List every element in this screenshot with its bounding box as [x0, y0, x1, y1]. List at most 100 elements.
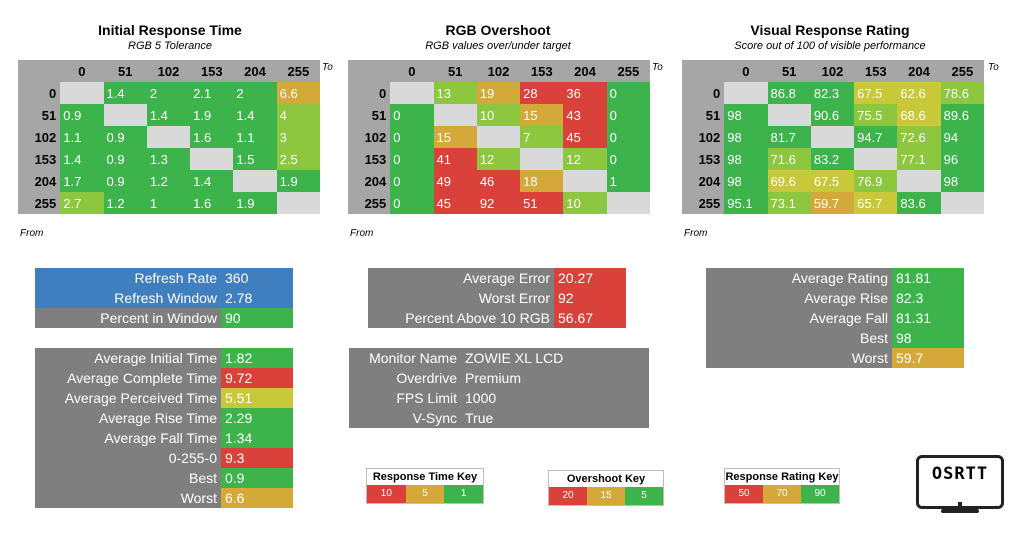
- grid-cell: 2.5: [276, 148, 320, 170]
- grid-cell: 46: [476, 170, 521, 192]
- grid-cell: 1.6: [190, 126, 234, 148]
- grid-cell: 2.1: [190, 82, 234, 104]
- corner-cell: [18, 60, 61, 82]
- vrr-title: Visual Response Rating: [750, 22, 910, 38]
- grid-cell: 1.4: [190, 170, 234, 192]
- corner-cell: [348, 60, 391, 82]
- grid-cell: 1.1: [233, 126, 277, 148]
- grid-cell: 98: [724, 148, 768, 170]
- grid-cell: 82.3: [810, 82, 855, 104]
- grid-cell: 10: [563, 192, 607, 214]
- grid-cell: 43: [563, 104, 607, 126]
- stat-label: Percent Above 10 RGB: [368, 308, 554, 328]
- stat-value: 81.81: [892, 268, 964, 288]
- stat-value: 20.27: [554, 268, 626, 288]
- stat-value: 82.3: [892, 288, 964, 308]
- row-header: 255: [18, 192, 61, 214]
- stat-value: 2.78: [221, 288, 293, 308]
- stat-label: Refresh Rate: [35, 268, 221, 288]
- grid-cell: 98: [724, 126, 768, 148]
- ovs-to-label: To: [652, 62, 663, 73]
- grid-cell: 59.7: [810, 192, 855, 214]
- col-header: 102: [146, 60, 191, 82]
- col-header: 102: [476, 60, 521, 82]
- row-header: 102: [18, 126, 61, 148]
- grid-cell: 72.6: [897, 126, 941, 148]
- response-time-key: Response Time Key 10 5 1: [366, 468, 484, 504]
- stat-label: Percent in Window: [35, 308, 221, 328]
- stat-label: 0-255-0: [35, 448, 221, 468]
- grid-cell: 15: [520, 104, 564, 126]
- diagonal-cell: [233, 170, 277, 192]
- stat-row: Percent Above 10 RGB 56.67: [368, 308, 626, 328]
- grid-cell: 0: [390, 192, 434, 214]
- error-stats: Average Error 20.27 Worst Error 92 Percent A…: [368, 268, 626, 328]
- grid-cell: 1.3: [146, 148, 191, 170]
- grid-row: 255 0 45 92 51 10: [348, 192, 650, 214]
- stat-row: Worst 59.7: [706, 348, 964, 368]
- corner-cell: [682, 60, 725, 82]
- grid-cell: 0: [390, 126, 434, 148]
- grid-cell: 75.5: [854, 104, 898, 126]
- grid-cell: 78.6: [940, 82, 984, 104]
- ovs-grid: 0 51 102 153 204 255 0 13 19 28 36 0 51 0 10 15 43 0 102 0 1…: [348, 60, 650, 214]
- row-header: 51: [682, 104, 725, 126]
- row-header: 51: [18, 104, 61, 126]
- diagonal-cell: [60, 82, 104, 104]
- key-cell: 5: [625, 487, 663, 505]
- col-header: 0: [60, 60, 104, 82]
- stat-value: Premium: [461, 368, 649, 388]
- stat-label: Best: [706, 328, 892, 348]
- stat-label: Monitor Name: [349, 348, 461, 368]
- grid-cell: 69.6: [767, 170, 811, 192]
- stat-value: True: [461, 408, 649, 428]
- stat-value: 92: [554, 288, 626, 308]
- grid-cell: 3: [276, 126, 320, 148]
- diagonal-cell: [190, 148, 234, 170]
- irt-grid: 0 51 102 153 204 255 0 1.4 2 2.1 2 6.6 51 0.9 1.4 1.9 1.…: [18, 60, 320, 214]
- stat-value: 0.9: [221, 468, 293, 488]
- stat-value: 360: [221, 268, 293, 288]
- row-header: 51: [348, 104, 391, 126]
- grid-cell: 96: [940, 148, 984, 170]
- col-header: 51: [433, 60, 477, 82]
- stat-row: Average Complete Time 9.72: [35, 368, 293, 388]
- diagonal-cell: [146, 126, 191, 148]
- stat-label: Worst Error: [368, 288, 554, 308]
- grid-cell: 95.1: [724, 192, 768, 214]
- stat-row: Best 0.9: [35, 468, 293, 488]
- stat-value: ZOWIE XL LCD: [461, 348, 649, 368]
- grid-cell: 2.7: [60, 192, 104, 214]
- stat-row: FPS Limit 1000: [349, 388, 649, 408]
- grid-cell: 1.7: [60, 170, 104, 192]
- response-time-key-title: Response Time Key: [372, 471, 478, 483]
- grid-cell: 0.9: [103, 126, 147, 148]
- grid-cell: 36: [563, 82, 607, 104]
- key-cell: 70: [763, 485, 801, 503]
- timing-stats: Average Initial Time 1.82 Average Complete…: [35, 348, 293, 508]
- stat-row: 0-255-0 9.3: [35, 448, 293, 468]
- key-cell: 20: [549, 487, 587, 505]
- grid-cell: 4: [276, 104, 320, 126]
- grid-cell: 94.7: [854, 126, 898, 148]
- stat-value: 9.72: [221, 368, 293, 388]
- grid-cell: 67.5: [854, 82, 898, 104]
- stat-label: Average Complete Time: [35, 368, 221, 388]
- stat-row: Average Rating 81.81: [706, 268, 964, 288]
- row-header: 0: [348, 82, 391, 104]
- grid-cell: 86.8: [767, 82, 811, 104]
- vrr-subtitle: Score out of 100 of visible performance: [734, 40, 926, 52]
- stat-row: Refresh Rate 360: [35, 268, 293, 288]
- grid-cell: 67.5: [810, 170, 855, 192]
- row-header: 0: [18, 82, 61, 104]
- stat-label: Refresh Window: [35, 288, 221, 308]
- grid-row: 204 0 49 46 18 1: [348, 170, 650, 192]
- grid-cell: 1.4: [103, 82, 147, 104]
- key-cell: 50: [725, 485, 763, 503]
- overshoot-key: Overshoot Key 20 15 5: [548, 470, 664, 506]
- grid-cell: 1.9: [190, 104, 234, 126]
- grid-cell: 0: [390, 148, 434, 170]
- stat-row: V-Sync True: [349, 408, 649, 428]
- grid-cell: 10: [476, 104, 521, 126]
- irt-title: Initial Response Time: [98, 22, 242, 38]
